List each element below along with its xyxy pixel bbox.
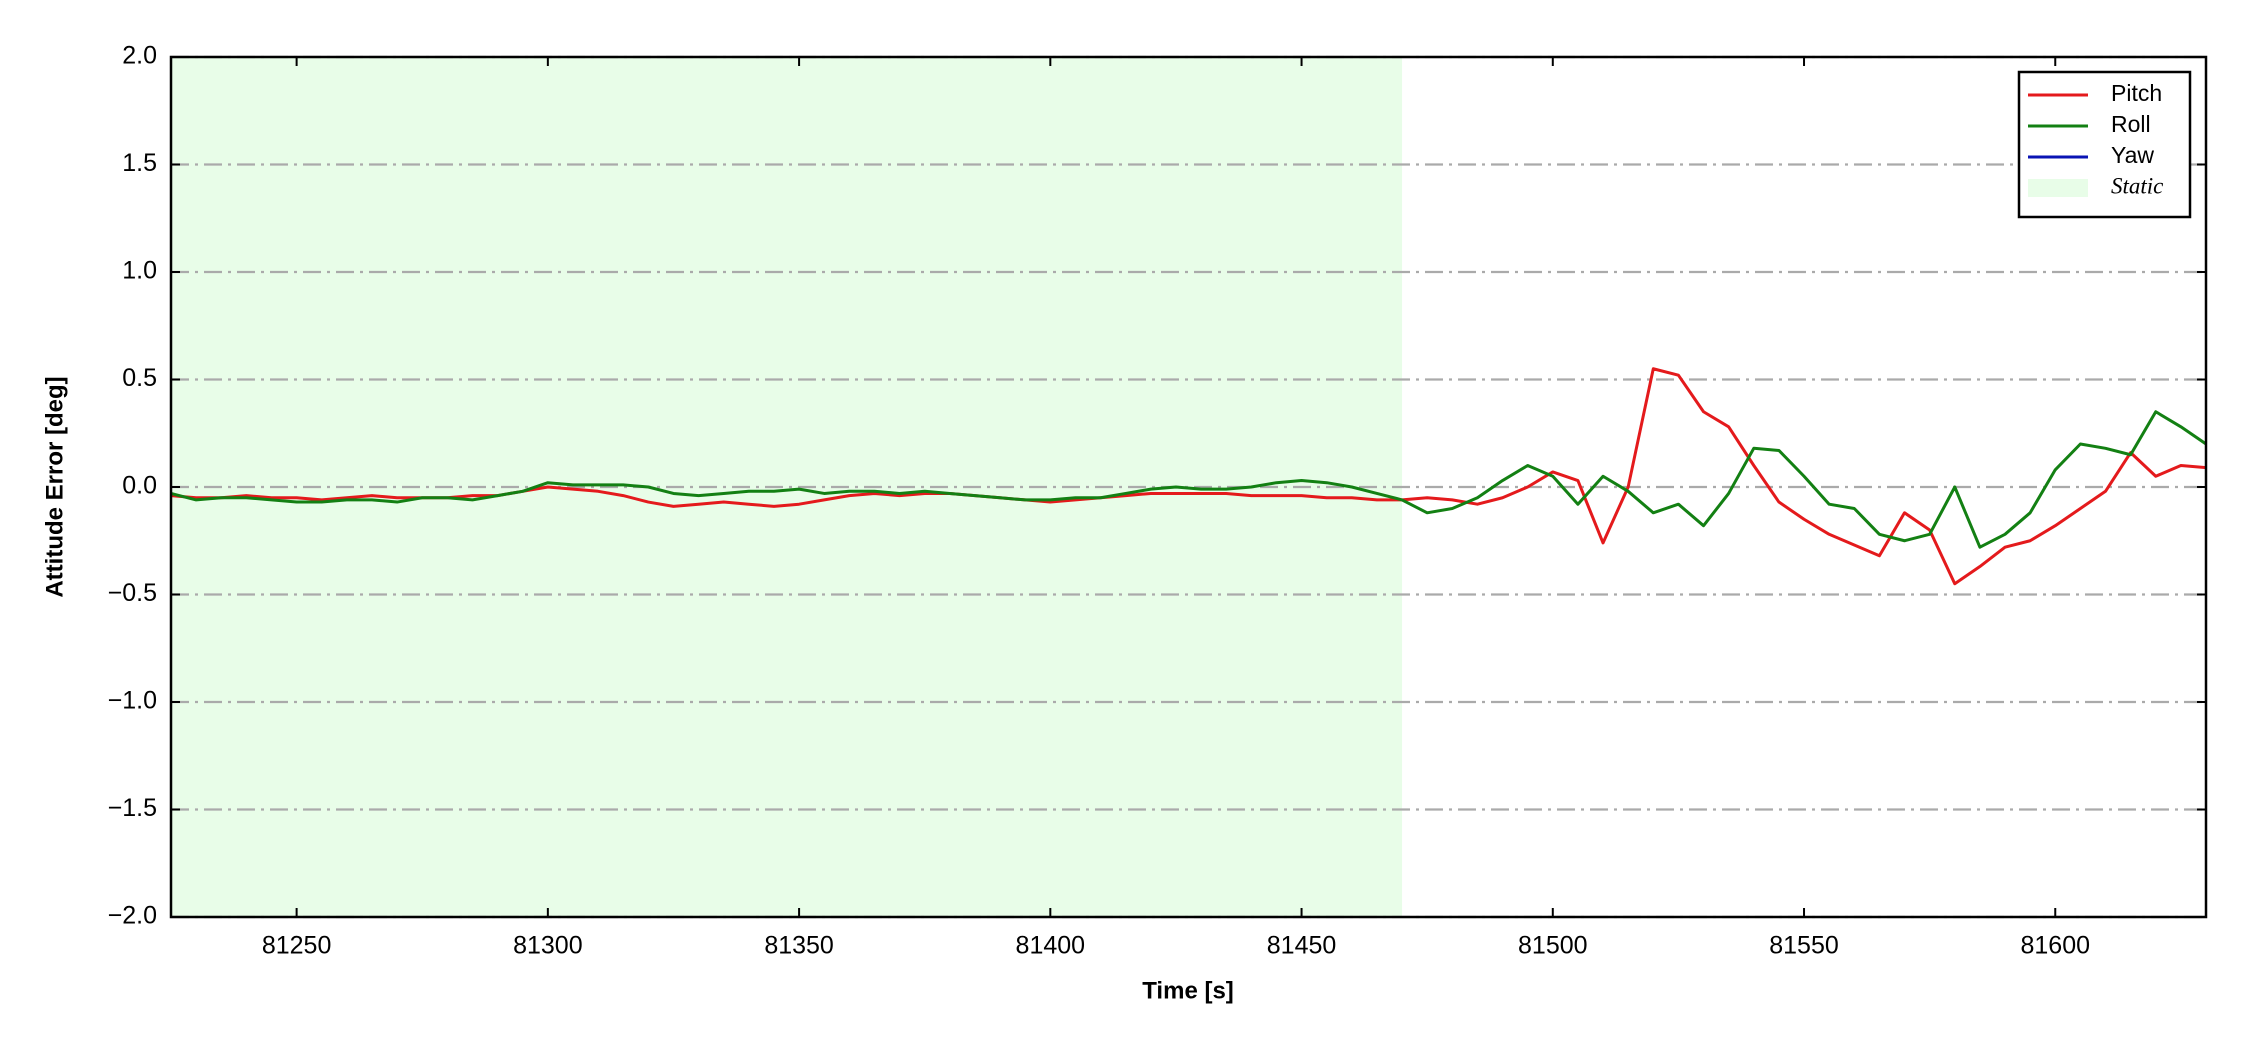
series-line <box>171 410 2206 549</box>
y-tick-label: −1.0 <box>108 687 157 715</box>
legend-swatch <box>2028 179 2088 197</box>
legend-label: Yaw <box>2111 142 2154 168</box>
y-tick-label: 1.5 <box>122 149 157 177</box>
static-region <box>171 57 1403 917</box>
y-tick-label: −0.5 <box>108 579 157 607</box>
plot-frame <box>169 55 2208 919</box>
y-tick-label: 0.0 <box>122 472 157 500</box>
legend-label: Pitch <box>2111 80 2162 106</box>
x-tick-label: 81500 <box>1518 932 1588 960</box>
x-tick-label: 81400 <box>1016 932 1086 960</box>
x-tick-label: 81450 <box>1267 932 1337 960</box>
legend-label: Static <box>2111 173 2163 198</box>
x-tick-label: 81250 <box>262 932 332 960</box>
plot-lines <box>171 367 2206 586</box>
y-tick-label: 1.0 <box>122 257 157 285</box>
y-tick-label: −1.5 <box>108 794 157 822</box>
y-tick-label: 2.0 <box>122 42 157 70</box>
x-tick-label: 81600 <box>2020 932 2090 960</box>
legend-label: Roll <box>2111 111 2151 137</box>
x-axis-label: Time [s] <box>1142 977 1234 1004</box>
x-tick-label: 81300 <box>513 932 583 960</box>
y-tick-label: −2.0 <box>108 902 157 930</box>
x-tick-label: 81350 <box>764 932 834 960</box>
y-tick-label: 0.5 <box>122 364 157 392</box>
x-tick-label: 81550 <box>1769 932 1839 960</box>
y-axis-label: Attitude Error [deg] <box>41 376 68 597</box>
